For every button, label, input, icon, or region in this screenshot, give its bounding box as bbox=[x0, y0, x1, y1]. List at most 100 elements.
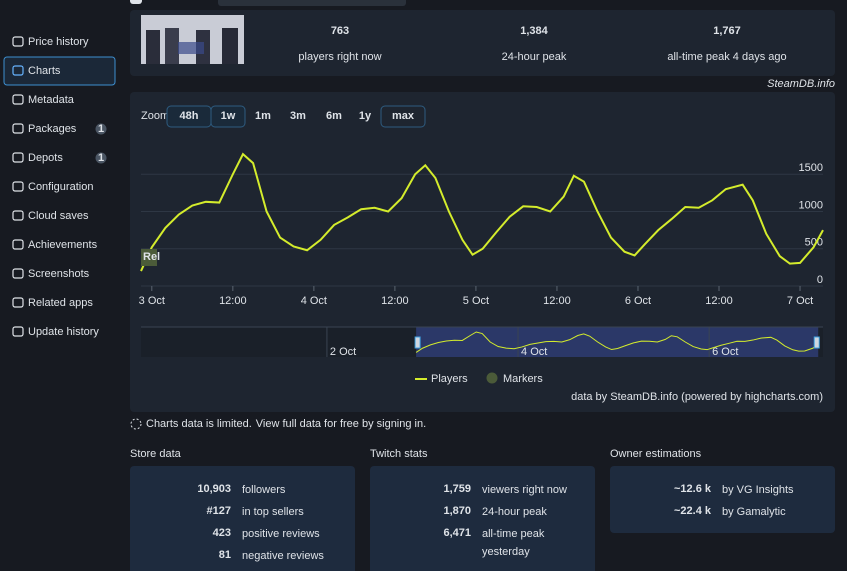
badge-count: 1 bbox=[98, 152, 104, 164]
row-value: 10,903 bbox=[197, 483, 231, 495]
row-value: 81 bbox=[219, 549, 231, 561]
x-tick-label: 12:00 bbox=[381, 295, 409, 307]
row-value: #127 bbox=[207, 505, 231, 517]
row-value: ~22.4 k bbox=[674, 505, 712, 517]
row-label[interactable]: by Gamalytic bbox=[722, 506, 786, 518]
row-value: 1,870 bbox=[443, 505, 471, 517]
credit: data by SteamDB.info (powered by highcha… bbox=[571, 391, 823, 403]
y-tick-label: 1500 bbox=[799, 162, 823, 174]
twitch-panel bbox=[370, 466, 595, 571]
legend-swatch bbox=[486, 372, 498, 384]
row-sub: yesterday bbox=[482, 546, 530, 558]
x-tick-label: 6 Oct bbox=[625, 295, 651, 307]
navigator-handle[interactable] bbox=[813, 336, 820, 349]
badge-count: 1 bbox=[98, 123, 104, 135]
chart-panel bbox=[130, 92, 835, 412]
row-label: negative reviews bbox=[242, 550, 324, 562]
logo bbox=[130, 0, 142, 4]
nav-item[interactable]: Related apps bbox=[28, 297, 93, 309]
nav-icon bbox=[12, 65, 24, 76]
panel-title: Store data bbox=[130, 448, 182, 460]
zoom-label: Zoom bbox=[141, 110, 169, 122]
stat-label: 24-hour peak bbox=[502, 51, 567, 63]
nav-icon bbox=[12, 36, 24, 47]
marker[interactable] bbox=[141, 249, 157, 266]
stat-value: 1,767 bbox=[713, 25, 741, 37]
nav-item[interactable]: Charts bbox=[28, 65, 61, 77]
x-tick-label: 12:00 bbox=[219, 295, 247, 307]
zoom-button: 3m bbox=[290, 110, 306, 122]
marker-label: Rel bbox=[143, 251, 160, 263]
y-tick-label: 0 bbox=[817, 274, 823, 286]
nav-icon bbox=[12, 268, 24, 279]
nav-item[interactable]: Configuration bbox=[28, 181, 93, 193]
row-value: ~12.6 k bbox=[674, 483, 712, 495]
row-value: 1,759 bbox=[443, 483, 471, 495]
nav-icon bbox=[12, 210, 24, 221]
info-icon bbox=[130, 418, 142, 430]
row-label: positive reviews bbox=[242, 528, 320, 540]
nav-icon bbox=[12, 239, 24, 250]
stat-label: all-time peak 4 days ago bbox=[667, 51, 786, 63]
zoom-button: 1y bbox=[359, 110, 372, 122]
nav-icon bbox=[12, 181, 24, 192]
stat-value: 1,384 bbox=[520, 25, 548, 37]
navigator-label: 2 Oct bbox=[330, 346, 356, 358]
sign-in-link[interactable]: View full data for free by signing in. bbox=[256, 418, 426, 430]
y-tick-label: 1000 bbox=[799, 199, 823, 211]
stat-value: 763 bbox=[331, 25, 349, 37]
nav-item[interactable]: Packages bbox=[28, 123, 77, 135]
nav-item[interactable]: Cloud saves bbox=[28, 210, 89, 222]
game-image bbox=[141, 15, 244, 64]
zoom-button[interactable]: max bbox=[392, 110, 415, 122]
row-label: viewers right now bbox=[482, 484, 567, 496]
limited-note: Charts data is limited. bbox=[146, 418, 252, 430]
badge bbox=[95, 123, 107, 135]
nav-item[interactable]: Price history bbox=[28, 36, 89, 48]
zoom-button-box[interactable] bbox=[380, 105, 426, 128]
stat-label: players right now bbox=[298, 51, 381, 63]
store-panel bbox=[130, 466, 355, 571]
navigator-line bbox=[415, 331, 819, 353]
nav-icon bbox=[12, 297, 24, 308]
panel-title: Owner estimations bbox=[610, 448, 702, 460]
nav-icon bbox=[12, 152, 24, 163]
nav-item[interactable]: Depots bbox=[28, 152, 63, 164]
nav-item[interactable]: Achievements bbox=[28, 239, 98, 251]
legend-label[interactable]: Players bbox=[431, 373, 468, 385]
navigator-handle[interactable] bbox=[414, 336, 421, 349]
active-item[interactable] bbox=[3, 56, 116, 86]
nav-item[interactable]: Metadata bbox=[28, 94, 75, 106]
row-label: followers bbox=[242, 484, 286, 496]
panel-title: Twitch stats bbox=[370, 448, 428, 460]
x-tick-label: 4 Oct bbox=[301, 295, 327, 307]
legend-label[interactable]: Markers bbox=[503, 373, 543, 385]
nav-item[interactable]: Screenshots bbox=[28, 268, 90, 280]
owner-panel bbox=[610, 466, 835, 533]
navigator-label: 4 Oct bbox=[521, 346, 547, 358]
zoom-button: 6m bbox=[326, 110, 342, 122]
row-label: all-time peak bbox=[482, 528, 545, 540]
nav-item[interactable]: Update history bbox=[28, 326, 99, 338]
zoom-button[interactable]: 1w bbox=[221, 110, 236, 122]
zoom-button: 1m bbox=[255, 110, 271, 122]
x-tick-label: 7 Oct bbox=[787, 295, 813, 307]
player-line bbox=[140, 152, 824, 272]
nav-icon bbox=[12, 94, 24, 105]
header-panel bbox=[130, 10, 835, 76]
row-label: 24-hour peak bbox=[482, 506, 547, 518]
navigator-label: 6 Oct bbox=[712, 346, 738, 358]
navigator-selection bbox=[416, 327, 819, 357]
zoom-button[interactable]: 48h bbox=[180, 110, 199, 122]
x-tick-label: 12:00 bbox=[543, 295, 571, 307]
zoom-button-box[interactable] bbox=[210, 105, 246, 128]
row-label: in top sellers bbox=[242, 506, 304, 518]
row-label[interactable]: by VG Insights bbox=[722, 484, 794, 496]
search-bar[interactable] bbox=[218, 0, 406, 6]
x-tick-label: 12:00 bbox=[705, 295, 733, 307]
x-tick-label: 3 Oct bbox=[139, 295, 165, 307]
badge bbox=[95, 152, 107, 164]
row-value: 423 bbox=[213, 527, 231, 539]
